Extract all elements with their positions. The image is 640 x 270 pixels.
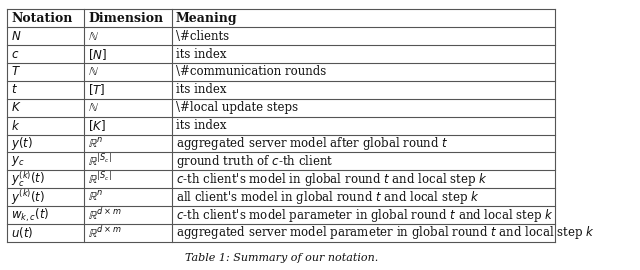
Text: \#local update steps: \#local update steps: [176, 101, 298, 114]
Text: $K$: $K$: [12, 101, 22, 114]
Text: $[K]$: $[K]$: [88, 118, 106, 133]
Text: $w_{k,c}(t)$: $w_{k,c}(t)$: [12, 206, 50, 224]
Text: $\mathbb{R}^{|S_c|}$: $\mathbb{R}^{|S_c|}$: [88, 171, 112, 187]
FancyBboxPatch shape: [7, 9, 556, 242]
Text: $[T]$: $[T]$: [88, 82, 106, 97]
Text: $\mathbb{N}$: $\mathbb{N}$: [88, 66, 99, 79]
Text: $t$: $t$: [12, 83, 19, 96]
Text: \#communication rounds: \#communication rounds: [176, 66, 326, 79]
Text: Notation: Notation: [12, 12, 73, 25]
Text: $y(t)$: $y(t)$: [12, 135, 33, 152]
Text: $\mathbb{R}^n$: $\mathbb{R}^n$: [88, 137, 104, 151]
Text: $c$-th client's model parameter in global round $t$ and local step $k$: $c$-th client's model parameter in globa…: [176, 207, 554, 224]
Text: $\mathbb{N}$: $\mathbb{N}$: [88, 30, 99, 43]
Text: $c$-th client's model in global round $t$ and local step $k$: $c$-th client's model in global round $t…: [176, 171, 488, 188]
Text: $\mathbb{R}^n$: $\mathbb{R}^n$: [88, 190, 104, 204]
Text: Dimension: Dimension: [88, 12, 163, 25]
Text: its index: its index: [176, 48, 227, 60]
Text: all client's model in global round $t$ and local step $k$: all client's model in global round $t$ a…: [176, 189, 479, 206]
Text: $[N]$: $[N]$: [88, 47, 108, 62]
Text: aggregated server model parameter in global round $t$ and local step $k$: aggregated server model parameter in glo…: [176, 224, 595, 241]
Text: $c$: $c$: [12, 48, 20, 60]
Text: $\mathbb{R}^{|S_c|}$: $\mathbb{R}^{|S_c|}$: [88, 153, 112, 169]
Text: Meaning: Meaning: [176, 12, 237, 25]
Text: \#clients: \#clients: [176, 30, 229, 43]
Text: its index: its index: [176, 119, 227, 132]
Text: $k$: $k$: [12, 119, 20, 133]
Text: its index: its index: [176, 83, 227, 96]
Text: $T$: $T$: [12, 66, 21, 79]
Text: $y^{(k)}(t)$: $y^{(k)}(t)$: [12, 188, 45, 207]
Text: $y_c^{(k)}(t)$: $y_c^{(k)}(t)$: [12, 170, 45, 189]
Text: $y_c$: $y_c$: [12, 154, 25, 168]
Text: aggregated server model after global round $t$: aggregated server model after global rou…: [176, 135, 449, 152]
Text: $\mathbb{R}^{d\times m}$: $\mathbb{R}^{d\times m}$: [88, 225, 122, 241]
Text: $N$: $N$: [12, 30, 22, 43]
Text: ground truth of $c$-th client: ground truth of $c$-th client: [176, 153, 333, 170]
Text: $\mathbb{N}$: $\mathbb{N}$: [88, 101, 99, 114]
Text: $u(t)$: $u(t)$: [12, 225, 34, 241]
Text: Table 1: Summary of our notation.: Table 1: Summary of our notation.: [184, 253, 378, 263]
Text: $\mathbb{R}^{d\times m}$: $\mathbb{R}^{d\times m}$: [88, 207, 122, 223]
